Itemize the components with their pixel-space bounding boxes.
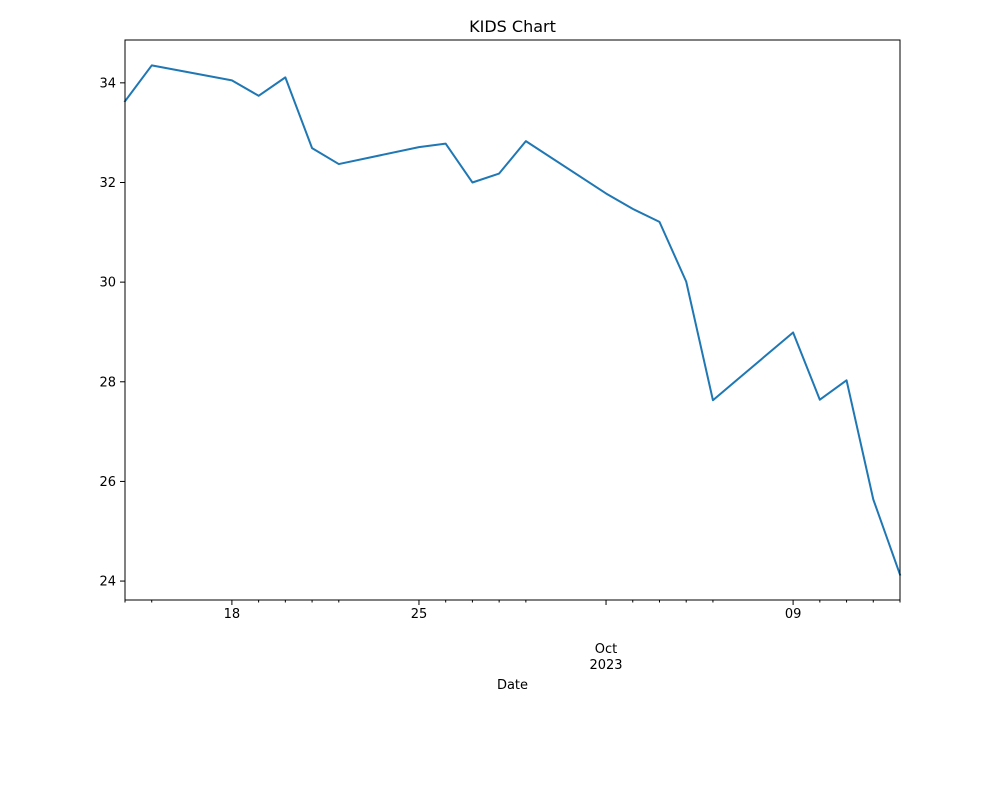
y-tick-label: 34 bbox=[99, 76, 116, 91]
plot-frame bbox=[124, 39, 901, 601]
y-tick-label: 30 bbox=[99, 276, 116, 291]
series-line bbox=[123, 64, 902, 576]
y-tick-label: 26 bbox=[99, 475, 116, 490]
x-tick-label: 09 bbox=[785, 607, 802, 622]
x-axis-label: Date bbox=[497, 678, 528, 693]
y-tick-label: 32 bbox=[99, 176, 116, 191]
x-tick-label: 25 bbox=[411, 607, 428, 622]
series-layer bbox=[123, 64, 902, 576]
x-major-label-year: 2023 bbox=[589, 658, 622, 673]
chart-title: KIDS Chart bbox=[469, 17, 556, 36]
y-tick-label: 24 bbox=[99, 575, 116, 590]
y-tick-label: 28 bbox=[99, 375, 116, 390]
y-axis: 24 26 28 30 32 34 bbox=[99, 76, 125, 590]
x-axis: 18 25 09 bbox=[124, 600, 901, 622]
x-major-label-month: Oct bbox=[595, 642, 617, 657]
x-tick-label: 18 bbox=[224, 607, 241, 622]
